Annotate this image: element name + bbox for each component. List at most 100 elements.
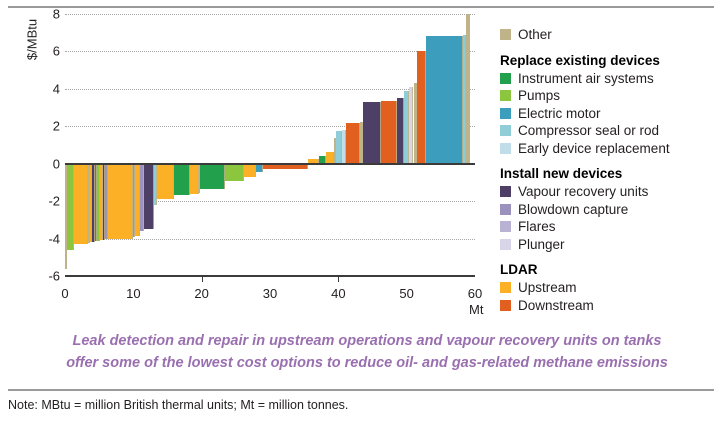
y-tick-label: 0 bbox=[52, 156, 60, 172]
legend-spacer bbox=[500, 157, 722, 164]
bar bbox=[341, 130, 346, 164]
bar bbox=[362, 101, 381, 164]
legend-item[interactable]: Other bbox=[500, 26, 722, 44]
zero-line bbox=[65, 162, 475, 165]
bar bbox=[89, 163, 93, 243]
bar bbox=[97, 163, 100, 242]
bar bbox=[198, 163, 201, 193]
y-tick-label: -2 bbox=[48, 193, 60, 209]
bar bbox=[345, 122, 360, 164]
bar bbox=[153, 163, 157, 205]
bar bbox=[105, 163, 109, 240]
caption-line-2: offer some of the lowest cost options to… bbox=[66, 355, 668, 372]
legend-item[interactable]: Flares bbox=[500, 218, 722, 236]
bar bbox=[263, 163, 309, 170]
legend-item[interactable]: Downstream bbox=[500, 297, 722, 315]
x-tick-label: 40 bbox=[331, 286, 346, 301]
x-tick-label: 20 bbox=[194, 286, 209, 301]
bar bbox=[140, 163, 145, 232]
legend-item[interactable]: Early device replacement bbox=[500, 140, 722, 158]
legend-swatch-icon bbox=[500, 29, 511, 41]
legend-swatch-icon bbox=[500, 221, 511, 233]
y-tick-label: 2 bbox=[52, 118, 60, 134]
x-axis-line bbox=[65, 275, 475, 277]
bar bbox=[200, 163, 225, 189]
x-tick-label: 10 bbox=[126, 286, 141, 301]
bar bbox=[190, 163, 199, 194]
x-axis-ticks: 0 10 20 30 40 50 60 bbox=[61, 276, 482, 322]
bar bbox=[88, 163, 90, 244]
bar bbox=[134, 163, 141, 236]
x-tick-label: 0 bbox=[61, 286, 69, 301]
legend-swatch-icon bbox=[500, 72, 511, 84]
x-tick-mark bbox=[338, 276, 340, 282]
bar bbox=[380, 101, 398, 164]
legend-item[interactable]: Upstream bbox=[500, 279, 722, 297]
legend-item[interactable]: Instrument air systems bbox=[500, 70, 722, 88]
caption-divider bbox=[8, 389, 714, 391]
bar bbox=[156, 163, 175, 200]
x-tick-label: 60 bbox=[467, 286, 483, 301]
legend-spacer bbox=[500, 253, 722, 260]
x-tick-label: 50 bbox=[399, 286, 414, 301]
y-tick-label: 8 bbox=[52, 6, 60, 22]
legend-item-label: Downstream bbox=[518, 297, 594, 313]
legend-item-label: Plunger bbox=[518, 236, 565, 252]
legend-swatch-icon bbox=[500, 125, 511, 137]
bar bbox=[463, 34, 467, 164]
bar bbox=[413, 83, 417, 164]
bar bbox=[397, 98, 404, 164]
y-tick-label: -6 bbox=[48, 268, 60, 284]
legend-item-label: Blowdown capture bbox=[518, 201, 629, 217]
bar bbox=[359, 121, 363, 164]
caption-line-1: Leak detection and repair in upstream op… bbox=[72, 333, 662, 349]
bar bbox=[244, 163, 257, 177]
legend-item[interactable]: Pumps bbox=[500, 87, 722, 105]
bar bbox=[224, 163, 245, 182]
legend-item[interactable]: Plunger bbox=[500, 236, 722, 254]
legend-swatch-icon bbox=[500, 282, 511, 294]
legend-group-heading: Replace existing devices bbox=[500, 52, 660, 68]
legend-item-label: Electric motor bbox=[518, 105, 601, 121]
legend-item[interactable]: Electric motor bbox=[500, 105, 722, 123]
bar bbox=[174, 163, 191, 195]
legend-item[interactable]: Compressor seal or rod bbox=[500, 122, 722, 140]
legend-item[interactable]: Blowdown capture bbox=[500, 201, 722, 219]
legend-item-label: Pumps bbox=[518, 88, 561, 104]
top-divider bbox=[8, 6, 714, 8]
bar bbox=[308, 159, 320, 164]
figure-note: Note: MBtu = million British thermal uni… bbox=[8, 398, 349, 412]
bar bbox=[92, 163, 95, 243]
bar bbox=[94, 163, 98, 242]
legend-swatch-icon bbox=[500, 238, 511, 250]
gridline bbox=[65, 88, 475, 90]
legend-item[interactable]: Vapour recovery units bbox=[500, 183, 722, 201]
bar bbox=[326, 151, 334, 164]
legend-item-label: Vapour recovery units bbox=[518, 184, 649, 200]
chart-legend: Other Replace existing devices Instrument … bbox=[500, 26, 722, 314]
legend-swatch-icon bbox=[500, 107, 511, 119]
abatement-cost-chart: $/MBtu 8 6 4 2 0 -2 -4 -6 0 10 20 30 40 50 60 Mt bbox=[0, 7, 500, 318]
gridline bbox=[65, 14, 475, 15]
y-tick-label: 6 bbox=[52, 43, 60, 59]
gridline bbox=[65, 238, 475, 240]
bar bbox=[336, 130, 342, 164]
legend-item-label: Upstream bbox=[518, 280, 577, 296]
bar bbox=[409, 86, 414, 164]
x-axis-unit-label: Mt bbox=[469, 302, 484, 317]
legend-swatch-icon bbox=[500, 299, 511, 311]
bar bbox=[144, 163, 154, 230]
gridline bbox=[65, 51, 475, 53]
bar bbox=[256, 163, 264, 173]
gridline bbox=[65, 126, 475, 128]
figure-caption: Leak detection and repair in upstream op… bbox=[22, 330, 712, 375]
legend-item-label: Early device replacement bbox=[518, 140, 670, 156]
bar bbox=[108, 163, 133, 239]
bar bbox=[102, 163, 106, 241]
y-tick-label: -4 bbox=[48, 231, 60, 247]
gridline bbox=[65, 201, 475, 203]
bar bbox=[403, 90, 410, 164]
bar bbox=[67, 163, 74, 250]
legend-item-label: Flares bbox=[518, 219, 556, 235]
legend-swatch-icon bbox=[500, 142, 511, 154]
